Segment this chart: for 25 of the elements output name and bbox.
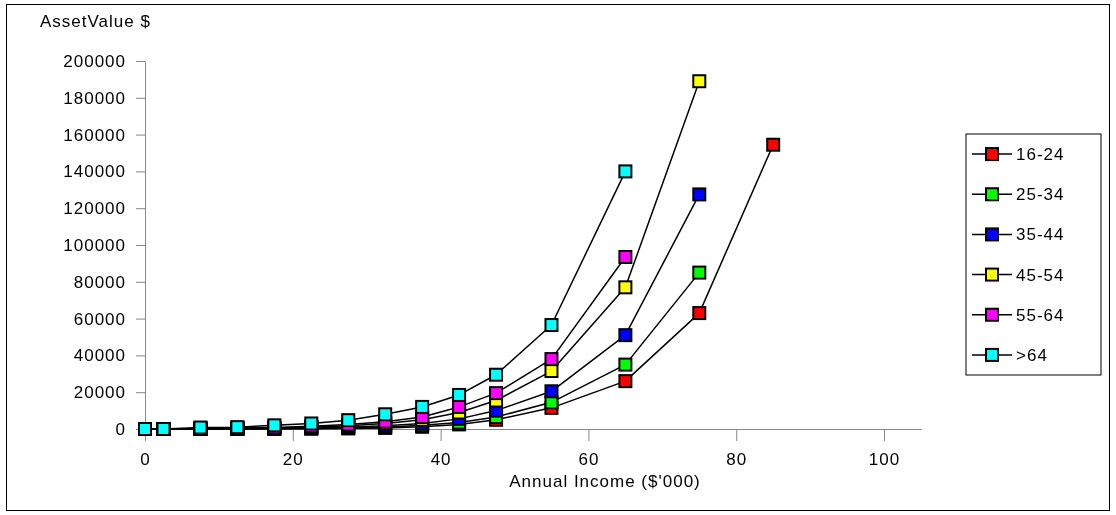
y-tick-label: 20000 <box>73 383 126 403</box>
y-tick-label: 0 <box>115 419 126 439</box>
x-tick-label: 0 <box>140 450 151 470</box>
legend-label: 35-44 <box>1016 225 1065 245</box>
y-tick-label: 140000 <box>63 162 126 182</box>
y-tick-label: 60000 <box>73 309 126 329</box>
y-tick-label: 80000 <box>73 272 126 292</box>
x-tick-label: 40 <box>430 450 452 470</box>
x-tick-label: 20 <box>282 450 304 470</box>
y-tick-label: 100000 <box>63 235 126 255</box>
legend-label: >64 <box>1016 345 1048 365</box>
legend-label: 16-24 <box>1016 145 1065 165</box>
x-tick-label: 80 <box>726 450 748 470</box>
legend-label: 55-64 <box>1016 305 1065 325</box>
legend-label: 45-54 <box>1016 265 1065 285</box>
x-tick-label: 100 <box>868 450 901 470</box>
y-tick-label: 40000 <box>73 346 126 366</box>
y-tick-label: 200000 <box>63 51 126 71</box>
legend-label: 25-34 <box>1016 185 1065 205</box>
x-axis-title: Annual Income ($'000) <box>509 472 701 491</box>
x-tick-label: 60 <box>578 450 600 470</box>
y-tick-label: 180000 <box>63 88 126 108</box>
y-tick-label: 120000 <box>63 199 126 219</box>
y-tick-label: 160000 <box>63 125 126 145</box>
y-axis-title: AssetValue $ <box>40 12 151 31</box>
